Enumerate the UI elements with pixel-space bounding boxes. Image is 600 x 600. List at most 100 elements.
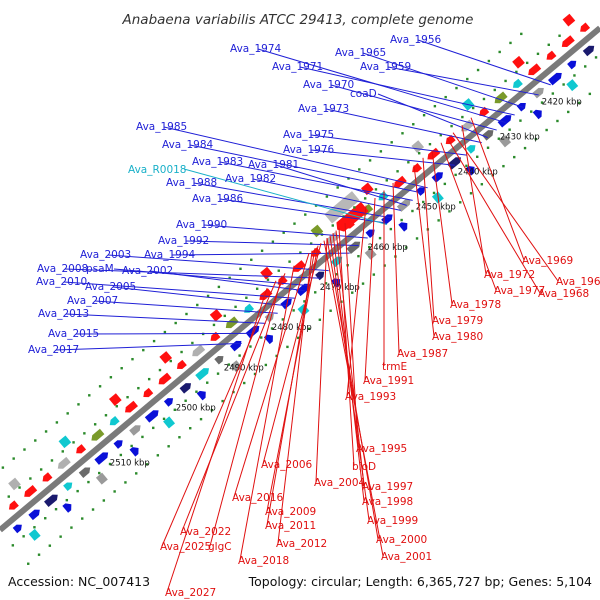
- track-dot: [91, 508, 95, 511]
- track-dot: [264, 363, 268, 367]
- forward-gene-glyph: [129, 425, 141, 436]
- track-dot: [162, 417, 166, 421]
- gene-label-ava_1967: Ava_1967: [556, 276, 600, 288]
- track-dot: [260, 336, 263, 339]
- reverse-gene-glyph: [528, 63, 542, 76]
- track-dot: [329, 309, 332, 312]
- gene-label-ava_1970: Ava_1970: [303, 79, 354, 91]
- leader-line: [335, 230, 365, 487]
- track-dot: [196, 303, 199, 307]
- forward-gene-glyph: [481, 130, 494, 141]
- track-dot: [407, 161, 410, 164]
- reverse-gene-glyph: [125, 400, 138, 413]
- track-dot: [191, 341, 194, 345]
- track-dot: [465, 164, 468, 168]
- reverse-gene-glyph: [209, 308, 223, 322]
- track-dot: [567, 110, 570, 114]
- track-dot: [87, 480, 90, 484]
- track-dot: [400, 218, 403, 222]
- gene-label-ava_1968: Ava_1968: [538, 288, 589, 300]
- track-dot: [119, 453, 123, 457]
- gene-label-ava_2001: Ava_2001: [381, 551, 432, 563]
- gene-label-ava_1976: Ava_1976: [283, 144, 335, 156]
- forward-gene-glyph: [398, 222, 408, 232]
- gene-label-ava_1974: Ava_1974: [230, 43, 282, 55]
- track-dot: [76, 489, 79, 493]
- forward-gene-glyph: [113, 440, 123, 449]
- track-dot: [385, 179, 388, 182]
- track-dot: [23, 448, 26, 451]
- track-dot: [401, 132, 404, 135]
- reverse-gene-glyph: [210, 331, 221, 341]
- kbp-label: 2500 kbp: [176, 403, 216, 413]
- track-dot: [158, 368, 162, 372]
- forward-gene-glyph: [516, 102, 526, 112]
- leader-line: [219, 198, 386, 224]
- track-dot: [455, 86, 458, 90]
- gene-label-ava_1977: Ava_1977: [494, 285, 545, 297]
- gene-label-biod: bioD: [352, 461, 376, 473]
- track-dot: [374, 188, 378, 191]
- gene-label-ava_1987: Ava_1987: [397, 348, 448, 360]
- gene-label-ava_1981: Ava_1981: [248, 159, 299, 171]
- track-dot: [72, 441, 75, 444]
- gene-label-ava_1975: Ava_1975: [283, 129, 334, 141]
- leader-line: [422, 157, 435, 321]
- leader-line: [64, 268, 320, 279]
- track-dot: [180, 350, 183, 354]
- track-dot: [471, 106, 475, 110]
- track-dot: [145, 463, 149, 466]
- track-dot: [515, 70, 518, 74]
- reverse-gene-glyph: [479, 106, 490, 117]
- forward-gene-glyph: [431, 172, 444, 183]
- gene-label-ava_1959: Ava_1959: [360, 61, 411, 73]
- track-dot: [216, 372, 220, 375]
- kbp-label: 2450 kbp: [416, 203, 456, 213]
- track-dot: [54, 507, 58, 511]
- track-dot: [476, 68, 480, 72]
- track-dot: [428, 142, 432, 146]
- track-dot: [250, 258, 253, 261]
- track-dot: [487, 59, 491, 63]
- track-dot: [439, 133, 442, 137]
- track-dot: [142, 348, 145, 352]
- reverse-gene-glyph: [24, 485, 38, 497]
- track-dot: [27, 562, 30, 565]
- track-dot: [173, 408, 177, 411]
- track-dot: [368, 159, 372, 162]
- track-dot: [189, 427, 192, 430]
- gene-label-ava_2015: Ava_2015: [48, 328, 99, 340]
- track-dot: [309, 242, 313, 245]
- track-dot: [534, 137, 538, 141]
- track-dot: [459, 201, 462, 204]
- leader-line: [277, 250, 313, 544]
- track-dot: [469, 192, 473, 195]
- track-dot: [482, 97, 486, 101]
- forward-gene-glyph: [296, 283, 310, 297]
- track-dot: [443, 182, 447, 186]
- track-dot: [255, 287, 259, 290]
- gene-label-psam: psaM: [86, 263, 114, 275]
- track-dot: [124, 481, 127, 484]
- track-dot: [461, 115, 464, 119]
- track-dot: [238, 354, 241, 357]
- gene-label-ava_1988: Ava_1988: [166, 177, 217, 189]
- track-dot: [137, 386, 140, 390]
- gene-label-ava_1983: Ava_1983: [192, 156, 243, 168]
- track-dot: [195, 390, 198, 393]
- track-dot: [318, 318, 322, 321]
- track-dot: [304, 213, 307, 216]
- forward-gene-glyph: [582, 45, 595, 57]
- forward-gene-glyph: [163, 416, 176, 429]
- reverse-gene-glyph: [512, 78, 523, 88]
- gene-label-ava_1972: Ava_1972: [484, 269, 535, 281]
- gene-label-ava_1982: Ava_1982: [225, 173, 276, 185]
- track-dot: [307, 327, 311, 331]
- track-dot: [292, 309, 295, 312]
- leader-line: [112, 286, 287, 307]
- track-dot: [551, 92, 555, 95]
- track-dot: [335, 273, 339, 276]
- track-dot: [450, 124, 453, 128]
- gene-label-ava_2009: Ava_2009: [265, 506, 316, 518]
